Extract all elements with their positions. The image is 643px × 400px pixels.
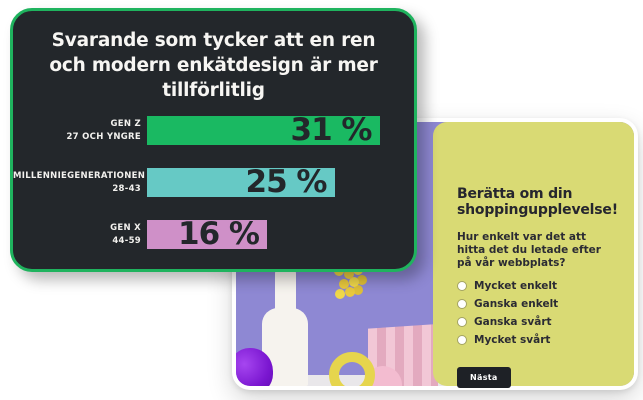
- chart-row-gen-z: GEN Z 27 OCH YNGRE 31 %: [13, 112, 414, 148]
- row-label: GEN X 44-59: [13, 222, 147, 248]
- survey-options: Mycket enkelt Ganska enkelt Ganska svårt…: [457, 280, 612, 346]
- row-label: MILLENNIEGENERATIONEN 28-43: [13, 170, 147, 196]
- bar-value-label: 25 %: [245, 164, 328, 200]
- yellow-ring: [329, 352, 375, 386]
- option-label: Ganska enkelt: [474, 298, 559, 310]
- row-label-line1: GEN X: [110, 222, 141, 233]
- option-ganska-enkelt[interactable]: Ganska enkelt: [457, 298, 612, 310]
- row-label-line2: 28-43: [112, 183, 141, 194]
- radio-icon[interactable]: [457, 335, 467, 345]
- next-button[interactable]: Nästa: [457, 367, 511, 388]
- bar-value-label: 31 %: [290, 112, 373, 148]
- option-label: Ganska svårt: [474, 316, 552, 328]
- bar-value-label: 16 %: [178, 216, 260, 252]
- radio-icon[interactable]: [457, 299, 467, 309]
- bar-gen-x: 16 %: [147, 216, 267, 252]
- bar-millennials: 25 %: [147, 164, 335, 200]
- chart-row-millennials: MILLENNIEGENERATIONEN 28-43 25 %: [13, 164, 414, 200]
- row-label: GEN Z 27 OCH YNGRE: [13, 118, 147, 144]
- survey-question: Hur enkelt var det att hitta det du leta…: [457, 231, 601, 269]
- option-label: Mycket enkelt: [474, 280, 558, 292]
- option-ganska-svart[interactable]: Ganska svårt: [457, 316, 612, 328]
- row-label-line1: MILLENNIEGENERATIONEN: [13, 170, 146, 181]
- survey-panel: Berätta om din shoppingupplevelse! Hur e…: [433, 122, 634, 388]
- option-label: Mycket svårt: [474, 334, 551, 346]
- bar-gen-z: 31 %: [147, 112, 380, 148]
- radio-icon[interactable]: [457, 317, 467, 327]
- chart-row-gen-x: GEN X 44-59 16 %: [13, 216, 414, 252]
- row-label-line2: 44-59: [112, 235, 141, 246]
- bar-chart: GEN Z 27 OCH YNGRE 31 % MILLENNIEGENERAT…: [13, 112, 414, 252]
- option-mycket-enkelt[interactable]: Mycket enkelt: [457, 280, 612, 292]
- purple-sponge: [236, 348, 273, 386]
- survey-title: Berätta om din shoppingupplevelse!: [457, 186, 618, 218]
- survey-preview-card: Berätta om din shoppingupplevelse! Hur e…: [232, 118, 638, 390]
- white-bottle-neck: [275, 268, 296, 314]
- radio-icon[interactable]: [457, 281, 467, 291]
- chart-title: Svarande som tycker att en ren och moder…: [49, 30, 378, 101]
- row-label-line2: 27 OCH YNGRE: [66, 131, 141, 142]
- row-label-line1: GEN Z: [110, 118, 141, 129]
- option-mycket-svart[interactable]: Mycket svårt: [457, 334, 612, 346]
- statistics-card: Svarande som tycker att en ren och moder…: [10, 8, 417, 272]
